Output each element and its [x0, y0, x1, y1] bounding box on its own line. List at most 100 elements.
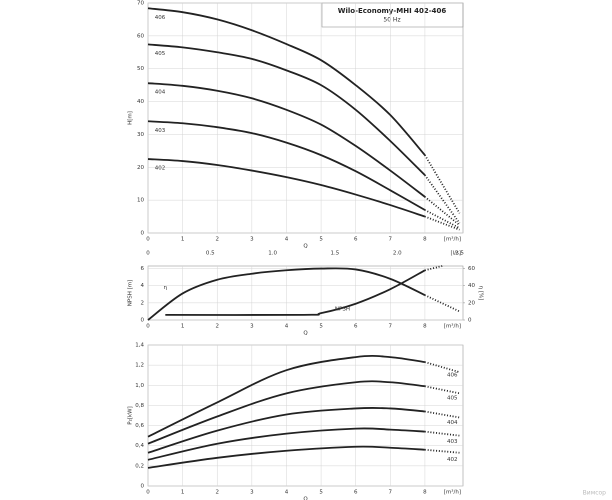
- curve: [147, 158, 426, 218]
- curve: [147, 267, 426, 321]
- series-label: NPSH: [335, 306, 350, 312]
- y-axis-label: P₂[kW]: [128, 406, 134, 424]
- y-tick-label: 20: [137, 165, 144, 171]
- curve: [165, 269, 426, 316]
- x2-tick-label: 0.5: [206, 251, 215, 257]
- curve: [147, 120, 426, 211]
- curve-extension: [424, 174, 461, 224]
- curve: [147, 355, 426, 438]
- x-tick-label: 0: [146, 237, 150, 243]
- plot-frame: [147, 344, 464, 487]
- x-tick-label: 3: [250, 324, 254, 330]
- x-tick-label: 6: [354, 324, 358, 330]
- y-tick-label: 0,4: [135, 443, 144, 449]
- title: Wilo-Economy-MHI 402-406: [338, 7, 447, 15]
- x2-tick-label: 1.0: [268, 251, 277, 257]
- x-tick-label: 5: [319, 490, 323, 496]
- curve: [147, 43, 426, 176]
- series-label: 403: [155, 128, 166, 134]
- y-axis-label: NPSH [m]: [128, 280, 134, 306]
- x-tick-label: 8: [423, 324, 427, 330]
- series-label: 403: [447, 439, 458, 445]
- x-tick-label: 3: [250, 237, 254, 243]
- series-label: 405: [447, 395, 458, 401]
- x-tick-label: 1: [181, 324, 185, 330]
- x2-unit: [l/s]: [450, 251, 461, 257]
- y2-tick-label: 0: [468, 318, 472, 324]
- x-tick-label: 8: [423, 490, 427, 496]
- x-tick-label: 3: [250, 490, 254, 496]
- curve-extension: [424, 154, 461, 214]
- curve: [147, 7, 426, 156]
- x-unit: [m³/h]: [444, 236, 461, 243]
- x-tick-label: 7: [389, 324, 393, 330]
- x-tick-label: 4: [285, 237, 289, 243]
- y-tick-label: 0: [141, 318, 145, 324]
- x2-tick-label: 2.0: [393, 251, 402, 257]
- series-label: 405: [155, 51, 166, 57]
- x-tick-label: 2: [215, 237, 219, 243]
- curve: [147, 82, 426, 198]
- y-tick-label: 0,8: [135, 403, 144, 409]
- curve-extension: [424, 361, 460, 374]
- series-label: 404: [447, 420, 458, 426]
- x-axis-label: Q: [303, 497, 308, 500]
- curve-extension: [424, 196, 461, 226]
- y-tick-label: 70: [137, 1, 144, 7]
- x-tick-label: 6: [354, 490, 358, 496]
- series-label: 402: [447, 457, 458, 463]
- y-tick-label: 1,4: [135, 343, 144, 349]
- y-tick-label: 10: [137, 198, 144, 204]
- y-axis-label: H[m]: [128, 111, 134, 125]
- series-label: 406: [155, 15, 166, 21]
- curve: [147, 445, 425, 469]
- curve-extension: [424, 265, 443, 272]
- y-tick-label: 0: [141, 231, 145, 237]
- x-axis-label: Q: [303, 331, 308, 337]
- curve: [147, 427, 425, 461]
- series-label: η: [164, 285, 168, 291]
- curve-extension: [424, 448, 460, 454]
- y2-tick-label: 40: [468, 283, 475, 289]
- x-tick-label: 0: [146, 324, 150, 330]
- x2-tick-label: 2.5: [455, 251, 464, 257]
- series-label: 402: [155, 166, 166, 172]
- curve-extension: [424, 294, 460, 313]
- x-unit: [m³/h]: [444, 323, 461, 330]
- y-tick-label: 2: [141, 300, 145, 306]
- x-tick-label: 8: [423, 237, 427, 243]
- curve-extension: [424, 430, 460, 437]
- series-label: 406: [447, 373, 458, 379]
- y-tick-label: 6: [141, 266, 145, 272]
- plot-frame: [147, 265, 464, 321]
- x-tick-label: 0: [146, 490, 150, 496]
- y-tick-label: 0: [141, 484, 145, 490]
- y-tick-label: 50: [137, 66, 144, 72]
- x-tick-label: 2: [215, 490, 219, 496]
- x-tick-label: 5: [319, 237, 323, 243]
- y-tick-label: 1,0: [135, 383, 144, 389]
- x-tick-label: 6: [354, 237, 358, 243]
- y2-axis-label: η [%]: [478, 286, 484, 301]
- x2-tick-label: 1.5: [331, 251, 340, 257]
- curve: [147, 406, 426, 454]
- x-tick-label: 5: [319, 324, 323, 330]
- curve-extension: [424, 209, 460, 229]
- watermark: Вимсор: [583, 490, 607, 497]
- x-tick-label: 1: [181, 490, 185, 496]
- x-tick-label: 4: [285, 490, 289, 496]
- y-tick-label: 40: [137, 99, 144, 105]
- y2-tick-label: 60: [468, 266, 475, 272]
- x-unit: [m³/h]: [444, 489, 461, 496]
- curve-extension: [424, 410, 460, 419]
- x-axis-label: Q: [303, 244, 308, 250]
- x-tick-label: 4: [285, 324, 289, 330]
- curve: [147, 380, 426, 445]
- y-tick-label: 30: [137, 132, 144, 138]
- y-tick-label: 0,2: [135, 463, 144, 469]
- subtitle: 50 Hz: [383, 17, 400, 24]
- x-tick-label: 7: [389, 237, 393, 243]
- y-tick-label: 60: [137, 33, 144, 39]
- y-tick-label: 0,6: [135, 423, 144, 429]
